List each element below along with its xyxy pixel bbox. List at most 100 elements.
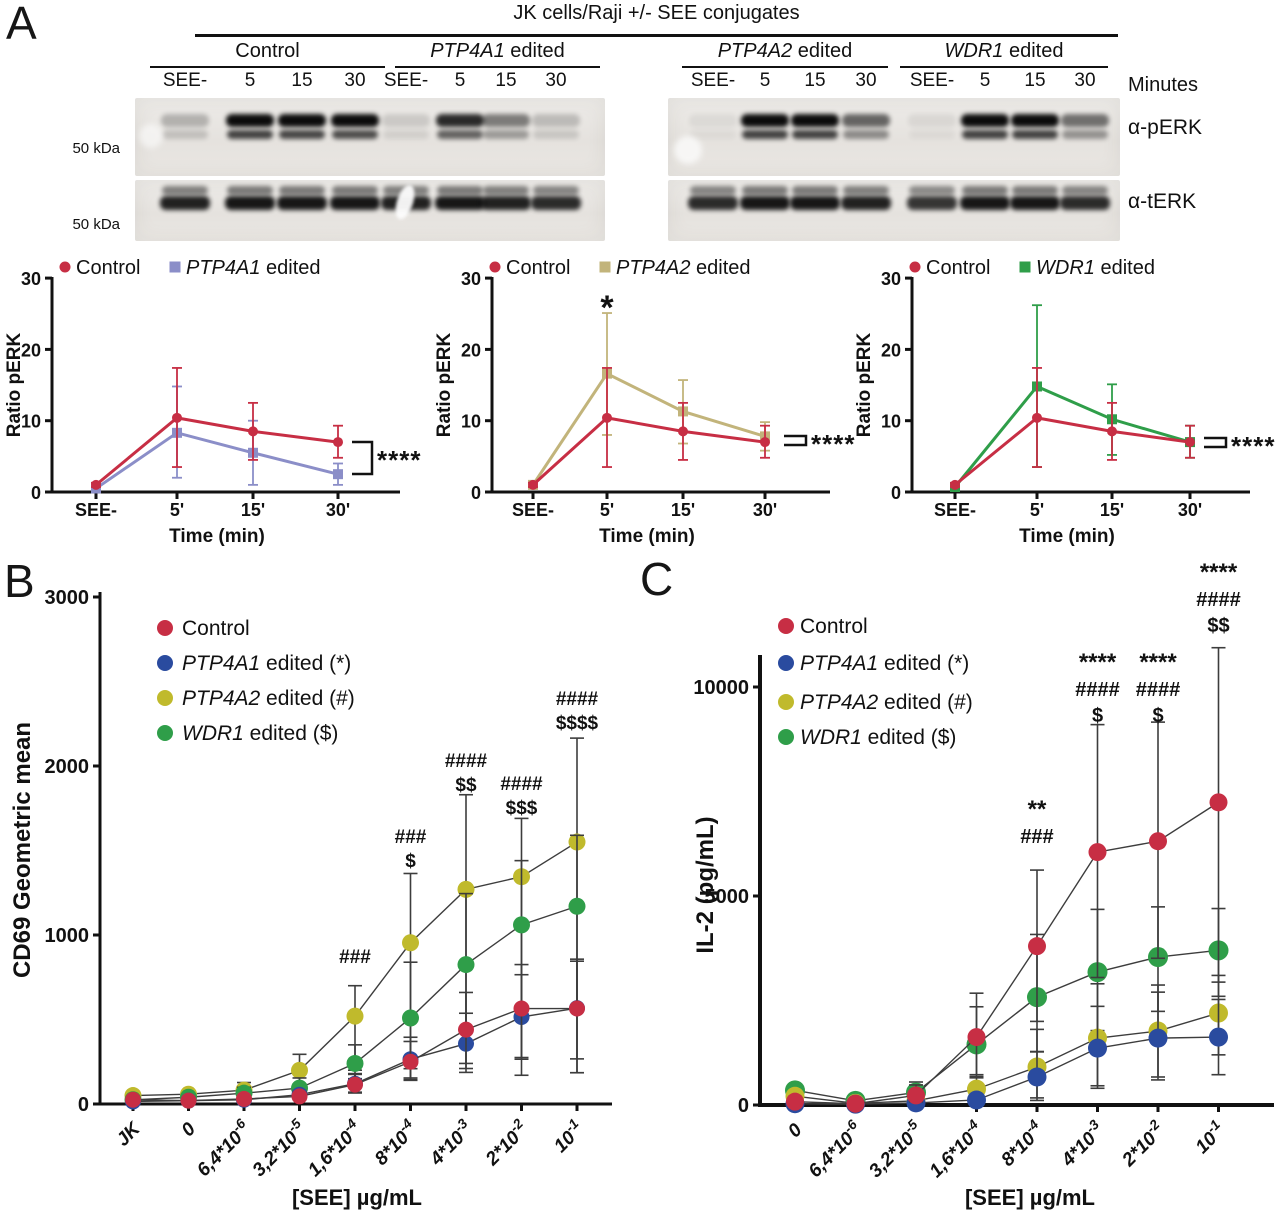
perk-band-lower (792, 130, 838, 139)
y-axis-title: Ratio pERK (434, 332, 455, 437)
perk-band-upper (1011, 114, 1059, 127)
lane-label: SEE- (690, 70, 736, 91)
legend-label: Control (182, 617, 250, 640)
significance-annotation: $$ (1207, 615, 1229, 637)
series-control (786, 646, 1228, 1113)
x-category-label: 8*10-4 (368, 1116, 422, 1170)
data-point (1028, 937, 1046, 956)
legend-gene: PTP4A1 (182, 652, 260, 675)
x-category-label: SEE- (512, 500, 554, 520)
x-category-label: 5' (1030, 500, 1044, 520)
perk-band-lower (690, 130, 736, 139)
y-tick-label: 20 (881, 340, 901, 360)
perk-band-lower (909, 130, 955, 139)
legend-marker (157, 725, 173, 741)
legend-marker (909, 261, 921, 273)
panel-c-letter: C (640, 553, 674, 605)
lane-label: 15 (804, 70, 826, 91)
data-point (1185, 437, 1195, 448)
legend-item-ptp4a2: PTP4A2 edited (599, 257, 751, 279)
legend-rest: edited (#) (878, 691, 973, 714)
series-control (950, 367, 1195, 490)
film-artifact (139, 124, 163, 148)
perk-band-lower (437, 130, 483, 139)
label-base: JK (113, 1118, 146, 1151)
group-label-rest: edited (792, 40, 853, 62)
lane-label: 30 (545, 70, 567, 91)
x-category-label: 4*10-3 (1054, 1117, 1109, 1172)
lane-label: 5 (759, 70, 771, 91)
significance-stars: **** (1231, 431, 1275, 461)
legend-label: PTP4A1 edited (*) (800, 652, 969, 675)
terk-band-lower (531, 196, 581, 210)
perk-band-lower (843, 130, 889, 139)
perk-band-lower (1062, 130, 1108, 139)
terk-band-lower (740, 196, 790, 210)
legend-rest: edited (*) (878, 652, 969, 675)
series-ptp4a1-edited (785, 991, 1228, 1114)
data-point (402, 934, 419, 952)
terk-band-lower (688, 196, 738, 210)
x-category-label: 2*10-2 (1115, 1117, 1170, 1172)
legend-rest: edited (*) (260, 652, 351, 675)
perk-band-upper (226, 114, 274, 127)
data-point (568, 897, 586, 915)
significance-annotation: $ (1092, 705, 1103, 727)
y-axis-title: Ratio pERK (854, 332, 875, 437)
data-point (1088, 843, 1107, 862)
perk-band-upper (532, 114, 580, 127)
series-control (91, 367, 343, 490)
x-category-label: 10-1 (547, 1116, 588, 1157)
data-point (457, 956, 475, 974)
data-point (760, 437, 770, 448)
lane-label: SEE- (383, 70, 429, 91)
gene-name: PTP4A1 (430, 40, 505, 62)
panel-a-letter: A (6, 0, 37, 49)
lane-label: SEE- (162, 70, 208, 91)
blot-group-label-wdr1: WDR1 edited (900, 40, 1108, 63)
lane-label: 5 (454, 70, 466, 91)
anti-terk-label: α-tERK (1128, 190, 1197, 213)
significance-annotation: #### (445, 751, 488, 772)
perk-band-lower (279, 130, 325, 139)
x-category-label: SEE- (934, 500, 976, 520)
significance-bracket (352, 440, 374, 476)
significance-annotation: #### (500, 774, 543, 795)
terk-band-upper (279, 186, 325, 195)
legend-item-control: Control (59, 257, 140, 279)
terk-band-upper (843, 186, 889, 195)
mw-50kda-label-perk: 50 kDa (72, 140, 120, 157)
perk-band-lower (162, 130, 208, 139)
significance-annotation: ### (395, 827, 427, 848)
y-tick-label: 0 (471, 483, 481, 503)
legend-rest: edited (260, 257, 320, 279)
perk-band-lower (332, 130, 378, 139)
x-axis-title: [SEE] µg/mL (965, 1185, 1095, 1210)
terk-band-upper (742, 186, 788, 195)
legend-label: PTP4A1 edited (*) (182, 652, 351, 675)
label-base: SEE- (512, 500, 554, 520)
perk-band-lower (1012, 130, 1058, 139)
anti-perk-label: α-pERK (1128, 116, 1202, 139)
data-point (125, 1091, 141, 1108)
label-base: 30' (1178, 500, 1202, 520)
x-axis-title: [SEE] µg/mL (292, 1185, 422, 1210)
group-label-rest: edited (1003, 40, 1064, 62)
significance-stars: **** (811, 429, 855, 459)
perk-band-lower (533, 130, 579, 139)
y-tick-label: 10 (881, 412, 901, 432)
label-base: 5' (1030, 500, 1044, 520)
terk-band-upper (1062, 186, 1108, 195)
significance-annotation: #### (1196, 589, 1241, 611)
series-line (794, 1036, 1219, 1105)
x-category-label: 0 (178, 1118, 201, 1141)
legend-rest: Control (800, 615, 868, 638)
lane-label: 15 (291, 70, 313, 91)
legend-gene: PTP4A2 (616, 257, 690, 279)
legend-item-ptp4a1: PTP4A1 edited (*) (157, 652, 351, 675)
series-ptp4a2-edited (528, 312, 770, 490)
series-line (794, 801, 1219, 1105)
legend-label: PTP4A1 edited (186, 257, 321, 279)
legend-item-ptp4a1: PTP4A1 edited (169, 257, 321, 279)
series-line (954, 416, 1191, 487)
